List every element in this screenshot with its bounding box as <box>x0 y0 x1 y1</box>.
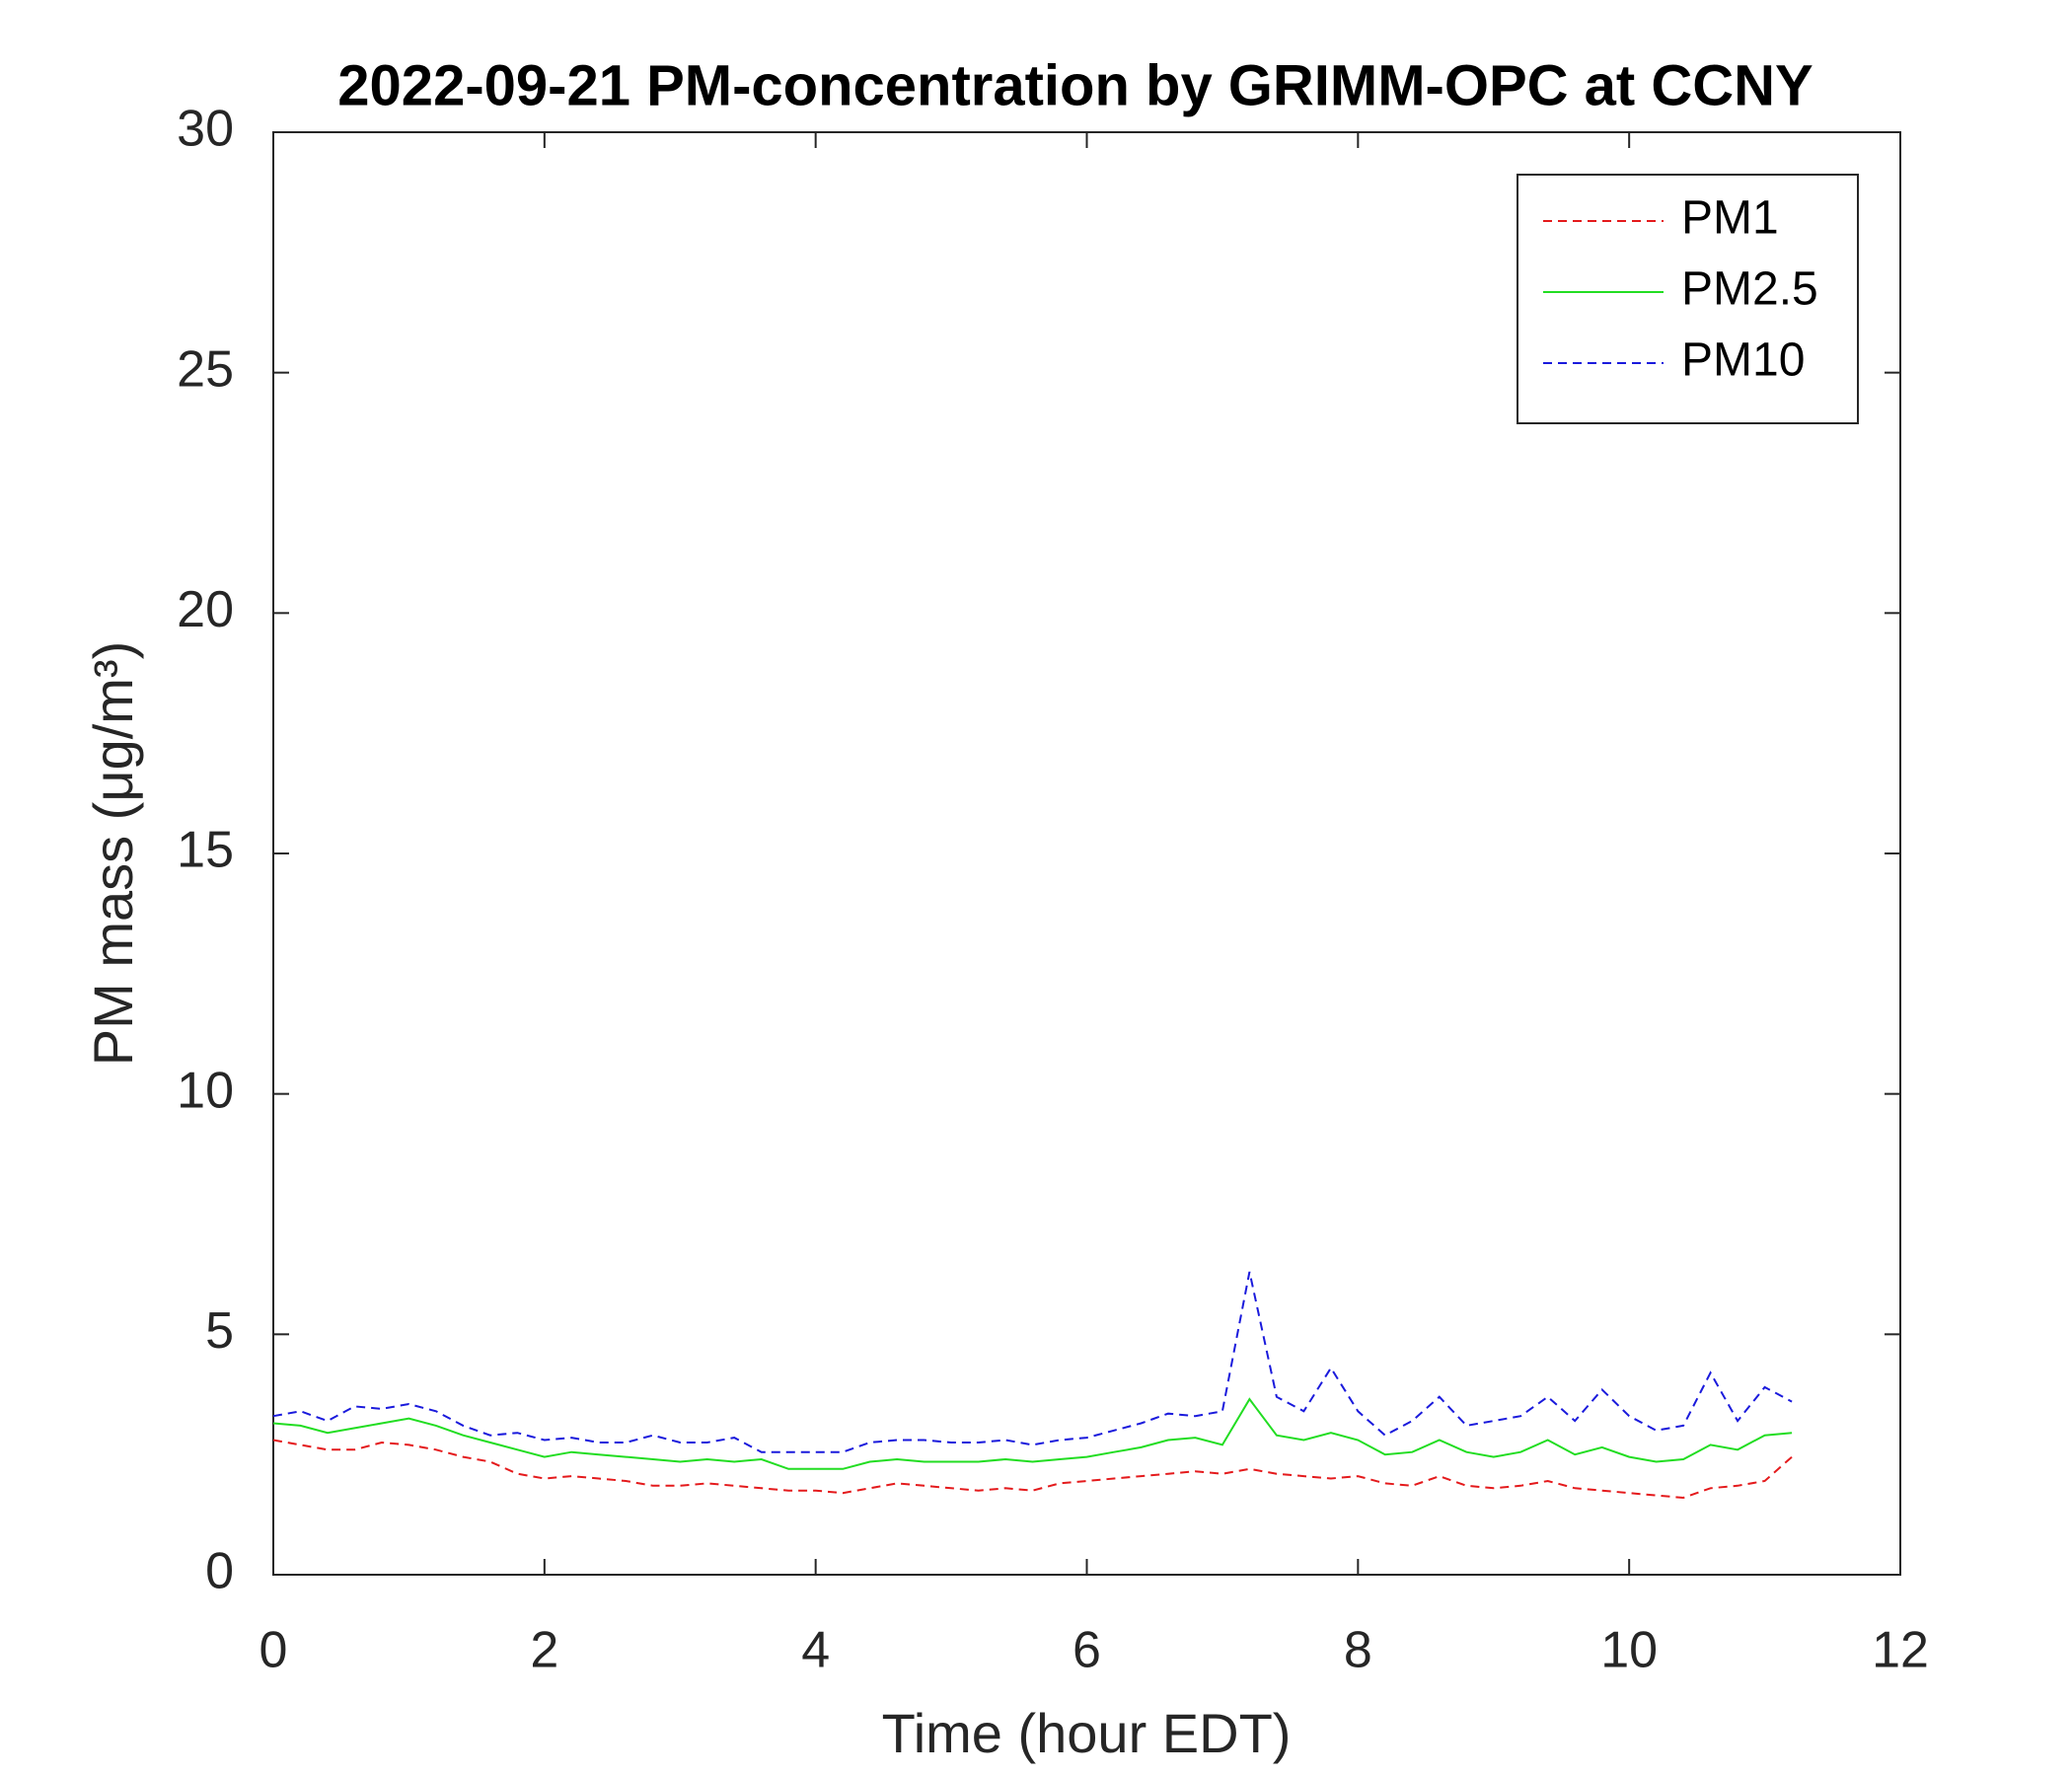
x-tick-label: 8 <box>1344 1622 1372 1679</box>
y-tick-label: 5 <box>205 1302 234 1360</box>
legend-label: PM2.5 <box>1681 263 1818 316</box>
legend-box <box>1517 174 1859 424</box>
x-tick-label: 2 <box>530 1622 558 1679</box>
x-tick-label: 10 <box>1600 1622 1658 1679</box>
x-tick-label: 4 <box>801 1622 830 1679</box>
y-tick-label: 20 <box>177 581 234 638</box>
y-tick-label: 10 <box>177 1062 234 1119</box>
x-tick-label: 0 <box>259 1622 288 1679</box>
y-tick-label: 15 <box>177 822 234 879</box>
y-axis-label: PM mass (μg/m³) <box>82 641 144 1066</box>
x-tick-label: 6 <box>1073 1622 1101 1679</box>
y-tick-label: 0 <box>205 1543 234 1600</box>
legend-label: PM1 <box>1681 192 1779 245</box>
y-tick-label: 30 <box>177 101 234 158</box>
legend-label: PM10 <box>1681 334 1805 387</box>
x-tick-label: 12 <box>1872 1622 1929 1679</box>
series-line <box>272 1397 1793 1470</box>
series-line <box>272 1439 1793 1500</box>
x-axis-label: Time (hour EDT) <box>882 1702 1292 1764</box>
series-line <box>272 1271 1793 1453</box>
y-tick-label: 25 <box>177 340 234 398</box>
chart-title: 2022-09-21 PM-concentration by GRIMM-OPC… <box>337 53 1813 117</box>
